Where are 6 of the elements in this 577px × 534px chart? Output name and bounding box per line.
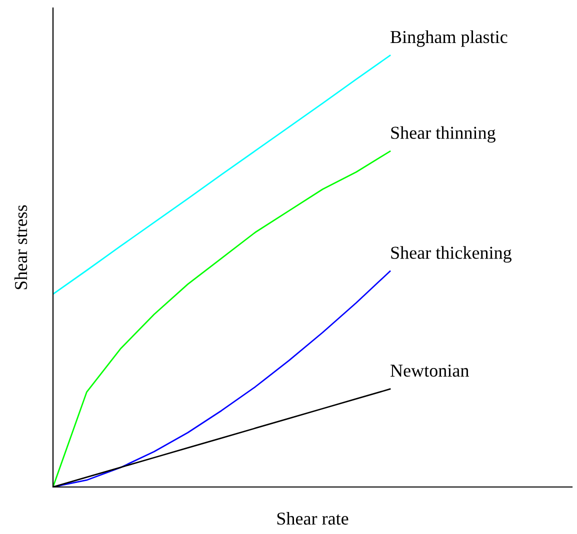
x-axis-title: Shear rate (277, 512, 348, 525)
series-label: Shear thickening (391, 246, 512, 263)
series-label: Shear thinning (391, 126, 496, 143)
y-axis-title: Shear stress (14, 205, 28, 290)
series-label: Newtonian (390, 364, 469, 377)
series-label: Bingham plastic (390, 30, 508, 47)
